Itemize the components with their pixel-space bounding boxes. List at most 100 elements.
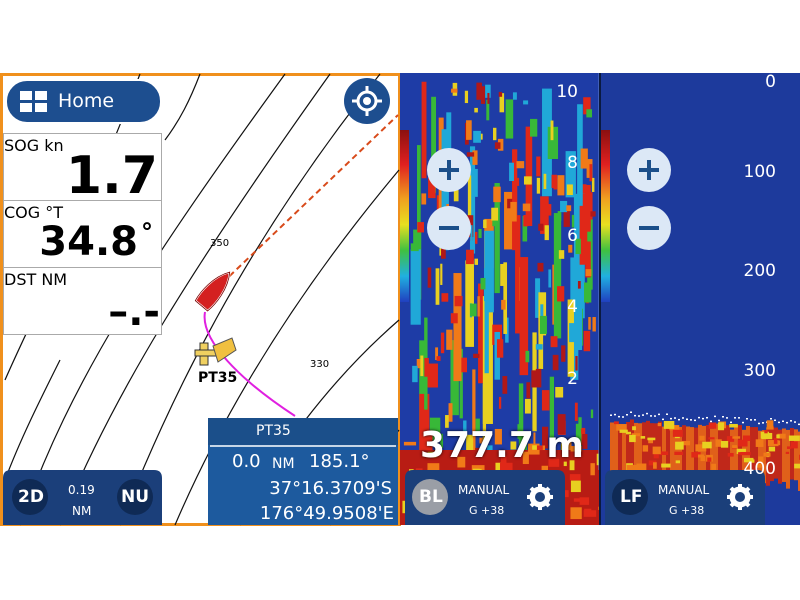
- orientation-button[interactable]: [117, 479, 153, 515]
- seabed: [669, 425, 680, 431]
- sonar-return: [500, 263, 507, 286]
- seabed-edge: [702, 417, 704, 420]
- depth-tick-label: 300: [743, 361, 776, 381]
- data-value: 34.8: [39, 219, 138, 265]
- sonar-return: [476, 82, 482, 100]
- data-label: DST NM: [4, 270, 68, 289]
- seabed: [403, 441, 417, 446]
- sonar-return: [464, 90, 469, 104]
- seabed: [570, 446, 582, 452]
- sonar-return: [475, 418, 480, 432]
- sonar-return: [531, 370, 537, 388]
- seabed: [732, 445, 738, 449]
- seabed: [766, 429, 770, 486]
- depth-tick-label: 0: [765, 72, 776, 92]
- mode-badge[interactable]: LF: [620, 487, 643, 507]
- sonar-return: [571, 214, 575, 228]
- sonar-return: [557, 414, 566, 435]
- seabed-edge: [646, 412, 648, 415]
- sonar-return: [482, 383, 487, 442]
- seabed: [686, 426, 690, 482]
- zoom-buttons[interactable]: [427, 148, 671, 250]
- sonar-return: [466, 120, 472, 140]
- seabed-edge: [642, 414, 644, 416]
- seabed-edge: [618, 415, 620, 418]
- sonar-return: [583, 330, 591, 352]
- sonar-return: [577, 280, 581, 289]
- sonar-return: [467, 175, 472, 236]
- depth-tick-label: 2: [567, 369, 578, 389]
- sonar-return: [522, 203, 531, 212]
- seabed: [722, 424, 726, 484]
- seabed: [717, 422, 725, 431]
- gain-mode: MANUAL: [658, 483, 710, 497]
- sonar-return: [580, 148, 588, 169]
- home-button[interactable]: [5, 79, 162, 124]
- sonar-return: [486, 99, 490, 121]
- sonar-return: [569, 323, 575, 343]
- sonar-return: [428, 177, 436, 199]
- sonar-return: [543, 173, 547, 190]
- seabed: [742, 429, 746, 484]
- view-mode[interactable]: 2D: [18, 487, 44, 507]
- seabed: [632, 426, 636, 431]
- sonar-return: [523, 176, 532, 185]
- mode-badge[interactable]: BL: [419, 487, 443, 507]
- orientation[interactable]: NU: [121, 487, 150, 507]
- seabed-edge: [774, 419, 776, 422]
- sonar-return: [420, 355, 424, 377]
- sonar-return: [479, 437, 483, 444]
- seabed: [729, 423, 738, 428]
- sonar-return: [545, 204, 552, 216]
- sonar-return: [494, 428, 502, 445]
- seabed: [626, 422, 630, 476]
- seabed: [596, 453, 600, 466]
- seabed: [714, 423, 718, 474]
- seabed: [569, 474, 581, 481]
- home-label[interactable]: Home: [58, 90, 115, 112]
- sonar-return: [427, 267, 432, 288]
- sonar-return: [563, 206, 570, 227]
- mode-button[interactable]: [612, 479, 648, 515]
- chart-bottom-bar: [3, 470, 162, 525]
- seabed: [631, 433, 641, 437]
- seabed: [648, 437, 654, 444]
- sonar-return: [469, 146, 476, 254]
- sonar-return: [575, 355, 578, 371]
- sonar-return: [485, 84, 491, 98]
- sonar-return: [507, 198, 513, 209]
- sonar-return: [498, 91, 503, 97]
- seabed-edge: [686, 418, 688, 421]
- seabed: [702, 425, 706, 486]
- sonar-return: [440, 433, 444, 448]
- seabed: [754, 427, 758, 479]
- sonar-return: [535, 344, 543, 350]
- seabed: [499, 462, 513, 475]
- seabed: [661, 463, 671, 468]
- view-button[interactable]: [12, 479, 48, 515]
- seabed-edge: [650, 415, 652, 417]
- seabed: [510, 441, 517, 450]
- sonar-return: [539, 315, 547, 334]
- seabed: [457, 456, 466, 468]
- sonar-return: [468, 168, 478, 197]
- mode-button[interactable]: [412, 479, 448, 515]
- sonar-return: [555, 387, 564, 398]
- sonar-return: [453, 274, 457, 286]
- seabed: [573, 498, 584, 502]
- seabed-edge: [718, 419, 720, 422]
- sonar-return: [473, 130, 481, 143]
- sonar-return: [526, 382, 531, 399]
- seabed-edge: [690, 419, 692, 421]
- sonar-return: [445, 415, 449, 428]
- seabed: [630, 419, 634, 480]
- seabed: [750, 459, 755, 463]
- sonar-return: [417, 222, 425, 233]
- seabed: [695, 444, 707, 452]
- seabed-edge: [758, 422, 760, 425]
- seabed: [726, 436, 735, 442]
- sonar-return: [579, 193, 588, 265]
- seabed: [708, 422, 717, 429]
- sonar-return: [474, 258, 478, 265]
- seabed: [786, 446, 792, 449]
